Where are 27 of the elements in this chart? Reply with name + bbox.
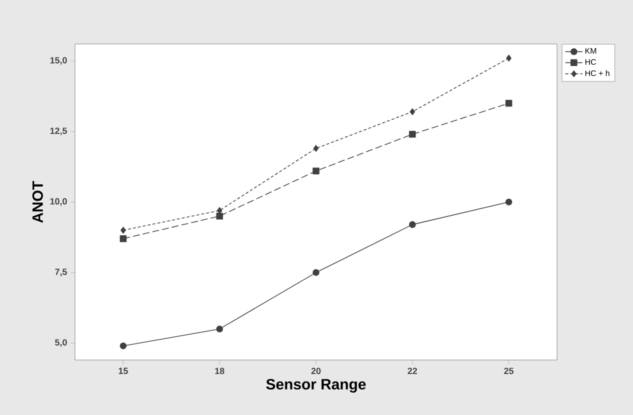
point: [120, 226, 126, 234]
point: [312, 269, 320, 276]
x-tick-label: 20: [311, 368, 321, 374]
y-tick-label: 10,0: [50, 198, 67, 206]
y-axis-title: ANOT: [32, 180, 43, 223]
point: [409, 221, 416, 228]
x-tick-label: 18: [215, 368, 224, 374]
y-tick-label: 15,0: [50, 57, 67, 65]
point: [216, 326, 223, 332]
point: [410, 108, 416, 116]
y-tick-label: 12,5: [50, 128, 67, 136]
point: [506, 54, 512, 62]
point: [120, 235, 127, 242]
point: [216, 212, 223, 220]
y-tick-label: 5,0: [55, 339, 67, 347]
x-tick-label: 25: [504, 368, 514, 374]
x-axis-title: Sensor Range: [266, 378, 366, 393]
point: [505, 198, 512, 206]
point: [505, 100, 512, 107]
x-tick-label: 22: [408, 368, 418, 374]
point: [409, 130, 416, 138]
x-tick-label: 15: [118, 368, 128, 374]
point: [216, 207, 222, 214]
point: [312, 168, 320, 174]
y-tick-label: 7,5: [55, 268, 67, 276]
point: [120, 342, 127, 350]
point: [313, 145, 319, 152]
